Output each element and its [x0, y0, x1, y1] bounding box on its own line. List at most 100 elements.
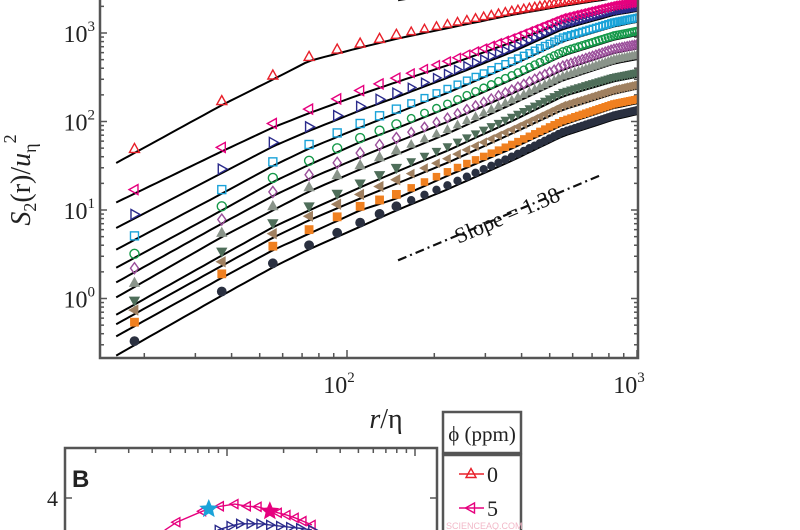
panel-b-ticks — [65, 448, 437, 499]
data-point — [215, 94, 228, 106]
data-point — [645, 12, 652, 19]
data-point — [562, 58, 572, 71]
data-point — [127, 183, 139, 196]
data-point — [640, 105, 648, 113]
data-point — [304, 139, 314, 150]
data-point — [216, 286, 227, 297]
x-tick-label: 103 — [613, 370, 645, 399]
data-point — [375, 195, 384, 205]
data-point — [462, 103, 472, 116]
data-point — [216, 247, 228, 258]
data-point — [432, 72, 443, 84]
data-point — [267, 258, 278, 269]
data-point — [646, 103, 654, 111]
data-point — [390, 144, 403, 155]
data-point — [558, 59, 568, 72]
data-point — [639, 69, 647, 77]
data-point — [419, 22, 430, 33]
panel-b-data — [164, 498, 319, 530]
data-point — [646, 67, 654, 75]
data-point — [518, 107, 529, 117]
data-point — [420, 121, 429, 133]
data-point — [469, 45, 480, 57]
data-point — [635, 13, 638, 22]
data-point — [540, 55, 550, 65]
data-point — [647, 12, 654, 19]
data-point — [500, 97, 511, 107]
data-point — [265, 117, 278, 130]
data-point — [406, 158, 417, 168]
legend-item: 0 — [459, 462, 498, 487]
data-point — [500, 116, 511, 126]
data-point — [640, 95, 647, 102]
data-point — [442, 143, 453, 153]
data-point — [128, 296, 141, 307]
data-point — [391, 201, 402, 212]
data-point — [523, 25, 534, 37]
data-point — [535, 57, 545, 67]
data-point — [578, 53, 587, 66]
data-point — [217, 184, 227, 195]
panel-a: Slope = 1.38 100 101 102 103 102 103 r/η S2(… — [0, 0, 654, 435]
data-point — [479, 96, 488, 108]
data-point — [128, 141, 141, 154]
panel-b-series-1 — [214, 518, 319, 530]
fit-line-7 — [115, 75, 638, 316]
data-point — [461, 145, 471, 155]
data-point — [594, 47, 604, 60]
data-point — [479, 83, 489, 93]
data-point — [554, 49, 564, 59]
data-point — [644, 25, 652, 33]
data-point — [501, 45, 512, 57]
data-point — [374, 208, 385, 219]
data-point — [524, 62, 534, 72]
data-point — [514, 39, 524, 51]
legend-title: ϕ (ppm) — [448, 422, 516, 446]
y-axis-label: S2(r)/uη2 — [0, 134, 40, 225]
y-tick-label: 103 — [64, 19, 96, 48]
data-point — [443, 181, 452, 190]
data-point — [373, 151, 386, 162]
data-point — [518, 2, 530, 13]
data-point — [420, 77, 431, 88]
data-point — [507, 83, 517, 96]
data-point — [406, 138, 417, 148]
data-point — [240, 500, 252, 512]
data-point — [304, 120, 317, 134]
data-point — [588, 50, 597, 62]
data-point — [487, 149, 496, 157]
data-point — [572, 8, 583, 20]
data-point — [545, 53, 555, 63]
data-point — [374, 138, 385, 152]
data-point — [512, 121, 522, 132]
data-point — [544, 95, 555, 105]
data-point — [585, 51, 594, 63]
data-point — [471, 72, 480, 81]
data-point — [478, 107, 489, 117]
data-point — [355, 118, 365, 129]
data-point — [493, 130, 502, 141]
fit-line-5 — [115, 47, 638, 284]
data-point — [217, 269, 227, 279]
data-point — [536, 29, 546, 41]
data-point — [332, 227, 343, 238]
data-point — [441, 153, 451, 164]
data-point — [295, 522, 307, 530]
data-point — [540, 41, 549, 50]
data-point — [485, 133, 495, 144]
data-point — [535, 100, 545, 109]
data-point — [130, 317, 139, 327]
data-point — [529, 102, 540, 112]
data-point — [235, 518, 247, 530]
data-point — [420, 93, 429, 103]
data-point — [525, 34, 536, 46]
data-point — [499, 35, 509, 47]
data-point — [432, 116, 441, 128]
data-point — [589, 4, 600, 16]
data-point — [354, 158, 366, 170]
data-point — [545, 25, 556, 37]
legend-label: 5 — [487, 496, 498, 521]
data-point — [288, 512, 299, 524]
data-point — [487, 50, 498, 62]
data-point — [128, 304, 139, 316]
